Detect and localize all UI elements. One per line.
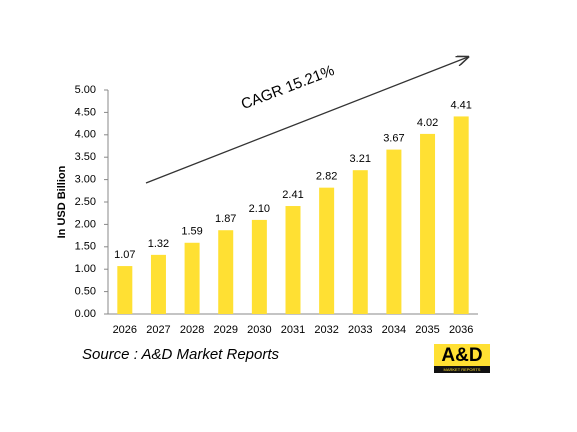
y-tick-label: 0.50: [75, 286, 96, 298]
value-label: 1.07: [114, 249, 135, 261]
y-tick-label: 0.00: [75, 308, 96, 320]
logo-strip: [434, 366, 490, 373]
bar: [453, 116, 469, 314]
bar: [319, 187, 335, 314]
x-tick-label: 2027: [146, 324, 170, 336]
bar: [251, 219, 267, 314]
value-label: 4.41: [450, 99, 471, 111]
value-label: 3.21: [350, 153, 371, 165]
y-tick-label: 1.00: [75, 263, 96, 275]
x-tick-label: 2028: [180, 324, 204, 336]
x-tick-label: 2031: [281, 324, 305, 336]
y-tick-label: 3.00: [75, 174, 96, 186]
x-tick-label: 2032: [314, 324, 338, 336]
value-label: 4.02: [417, 117, 438, 129]
bar: [218, 230, 234, 314]
y-tick-label: 4.00: [75, 129, 96, 141]
y-tick-label: 2.00: [75, 218, 96, 230]
x-tick-label: 2026: [113, 324, 137, 336]
x-tick-label: 2033: [348, 324, 372, 336]
bar: [420, 133, 436, 314]
bar: [352, 170, 368, 314]
y-tick-label: 2.50: [75, 196, 96, 208]
bar: [184, 242, 200, 314]
value-label: 3.67: [383, 132, 404, 144]
logo-title: A&D: [441, 345, 482, 366]
source: Source : A&D Market Reports: [82, 346, 280, 363]
value-label: 1.32: [148, 238, 169, 250]
x-tick-label: 2030: [247, 324, 271, 336]
bar: [117, 266, 133, 314]
y-tick-label: 1.50: [75, 241, 96, 253]
bar: [150, 254, 166, 314]
y-tick-label: 5.00: [75, 84, 96, 96]
trend-arrow: [145, 57, 468, 184]
value-label: 1.59: [181, 226, 202, 238]
bar: [285, 206, 301, 314]
logo-box: [434, 344, 490, 368]
cagr-annotation: CAGR 15.21%: [239, 62, 337, 113]
y-tick-label: 3.50: [75, 151, 96, 163]
value-label: 2.41: [282, 189, 303, 201]
value-label: 1.87: [215, 213, 236, 225]
x-tick-label: 2034: [382, 324, 406, 336]
x-tick-label: 2029: [213, 324, 237, 336]
logo-subtitle: MARKET REPORTS: [444, 367, 481, 372]
y-tick-label: 4.50: [75, 106, 96, 118]
value-label: 2.82: [316, 171, 337, 183]
x-tick-label: 2036: [449, 324, 473, 336]
logo: A&D MARKET REPORTS: [434, 344, 490, 373]
bar: [386, 149, 402, 314]
value-label: 2.10: [249, 203, 270, 215]
y-axis-label: In USD Billion: [56, 165, 68, 238]
x-tick-label: 2035: [415, 324, 439, 336]
